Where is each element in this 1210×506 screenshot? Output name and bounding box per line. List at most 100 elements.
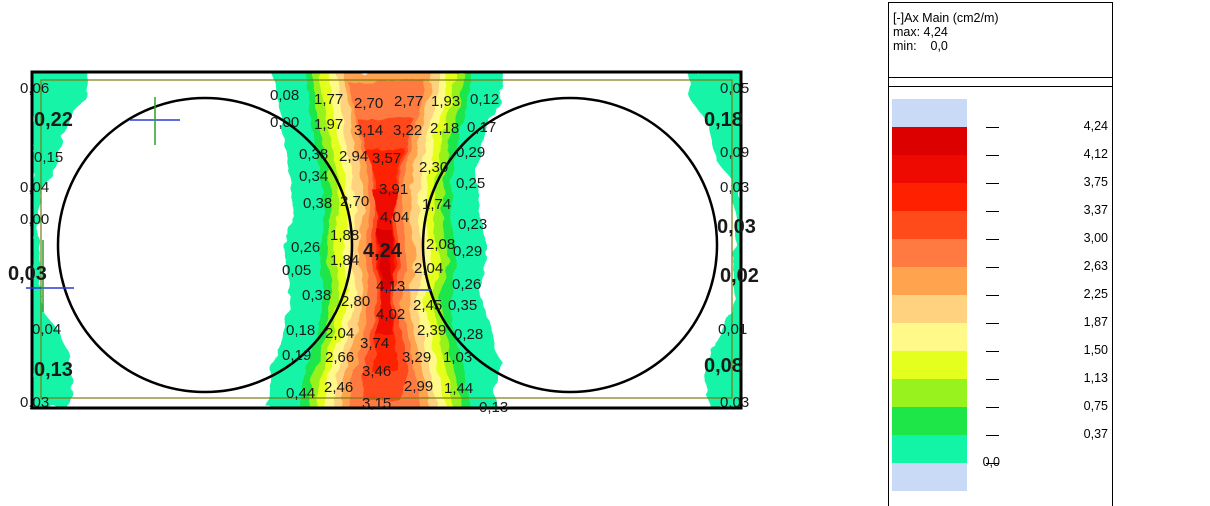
legend-swatch [892, 463, 967, 491]
contour-band-424 [378, 230, 392, 290]
value-label: 0,12 [470, 91, 499, 108]
value-label: 1,77 [314, 91, 343, 108]
legend-swatch [892, 407, 967, 435]
legend-value: 1,87 [1083, 315, 1108, 329]
value-label: 3,91 [379, 181, 408, 198]
value-label: 0,03 [8, 263, 47, 285]
value-label: 3,29 [402, 349, 431, 366]
value-label: 2,77 [394, 93, 423, 110]
legend-swatch [892, 323, 967, 351]
value-label: 2,18 [430, 120, 459, 137]
legend-value: 1,50 [1083, 343, 1108, 357]
value-label: 1,97 [314, 116, 343, 133]
legend-divider-2 [889, 86, 1112, 87]
value-label: 3,14 [354, 122, 383, 139]
value-label: 0,03 [720, 179, 749, 196]
contour-fill [32, 72, 741, 408]
value-label: 2,04 [414, 260, 443, 277]
value-label: 0,38 [299, 146, 328, 163]
value-label: 0,03 [20, 394, 49, 411]
value-label: 0,19 [282, 347, 311, 364]
value-label: 3,74 [360, 335, 389, 352]
legend-tick [986, 267, 999, 268]
value-label: 0,18 [286, 322, 315, 339]
legend-value: 3,00 [1083, 231, 1108, 245]
circular-opening-left [56, 96, 354, 394]
value-label: 2,04 [325, 325, 354, 342]
legend-value: 2,25 [1083, 287, 1108, 301]
axis-marker-top [130, 97, 180, 145]
value-label: 2,94 [339, 148, 368, 165]
legend-value: 3,37 [1083, 203, 1108, 217]
value-label: 2,70 [354, 95, 383, 112]
legend-swatch [892, 351, 967, 379]
value-label: 0,38 [303, 195, 332, 212]
legend-divider-1 [889, 77, 1112, 78]
value-label: 2,08 [426, 236, 455, 253]
slab-outline [30, 70, 743, 410]
value-label: 0,34 [299, 168, 328, 185]
legend-swatch [892, 183, 967, 211]
value-label: 1,03 [443, 349, 472, 366]
value-label: 0,23 [458, 216, 487, 233]
value-label: 0,18 [704, 109, 743, 131]
value-label: 0,04 [32, 321, 61, 338]
value-label: 0,28 [454, 326, 483, 343]
value-label: 0,02 [720, 265, 759, 287]
legend-max: max: 4,24 [893, 25, 948, 39]
value-label: 0,05 [282, 262, 311, 279]
legend-title: [-]Ax Main (cm2/m) [893, 11, 999, 25]
value-label: 0,35 [448, 297, 477, 314]
value-label: 0,06 [20, 80, 49, 97]
value-label: 2,45 [413, 297, 442, 314]
value-label: 2,30 [419, 159, 448, 176]
color-legend: [-]Ax Main (cm2/m) max: 4,24 min: 0,0 4,… [888, 2, 1113, 506]
value-label: 1,74 [422, 196, 451, 213]
value-label: 2,39 [417, 322, 446, 339]
value-label: 0,13 [479, 399, 508, 416]
slab-outer-border [30, 70, 743, 410]
contour-band-right-edge [688, 72, 741, 408]
legend-tick [986, 435, 999, 436]
value-label: 2,70 [340, 193, 369, 210]
legend-value: 1,13 [1083, 371, 1108, 385]
slab-inner-border [40, 79, 733, 399]
value-label: 0,44 [286, 385, 315, 402]
value-label: 4,04 [380, 209, 409, 226]
legend-swatch [892, 155, 967, 183]
value-label: 1,93 [431, 93, 460, 110]
legend-tick [986, 239, 999, 240]
value-labels: 0,06 0,22 0,15 0,04 0,00 0,03 0,04 0,13 0,03 0,08… [8, 80, 759, 416]
value-label: 0,26 [291, 239, 320, 256]
value-label: 0,01 [718, 321, 747, 338]
legend-swatch [892, 211, 967, 239]
value-label: 0,29 [456, 144, 485, 161]
legend-tick [986, 379, 999, 380]
legend-header: [-]Ax Main (cm2/m) max: 4,24 min: 0,0 [889, 3, 1112, 53]
legend-swatch-cap [892, 99, 967, 127]
legend-value: 4,24 [1083, 119, 1108, 133]
value-label: 2,80 [341, 293, 370, 310]
legend-tick [986, 127, 999, 128]
legend-swatch [892, 379, 967, 407]
legend-swatch [892, 239, 967, 267]
legend-min: min: 0,0 [893, 39, 948, 53]
value-label: 1,84 [330, 252, 359, 269]
value-label: 0,29 [453, 243, 482, 260]
value-label: 0,38 [302, 287, 331, 304]
legend-swatch [892, 435, 967, 463]
contour-plot: 0,06 0,22 0,15 0,04 0,00 0,03 0,04 0,13 0,03 0,08… [8, 70, 759, 416]
value-label: 0,00 [270, 114, 299, 131]
value-label: 1,44 [444, 380, 473, 397]
value-label: 0,26 [452, 276, 481, 293]
legend-tick [986, 351, 999, 352]
legend-tick [986, 295, 999, 296]
legend-value: 0,37 [1083, 427, 1108, 441]
legend-value: 3,75 [1083, 175, 1108, 189]
value-label: 3,57 [372, 150, 401, 167]
value-label: 4,13 [376, 278, 405, 295]
legend-tick [986, 407, 999, 408]
value-label: 0,13 [34, 359, 73, 381]
value-label: 2,99 [404, 378, 433, 395]
legend-value: 4,12 [1083, 147, 1108, 161]
